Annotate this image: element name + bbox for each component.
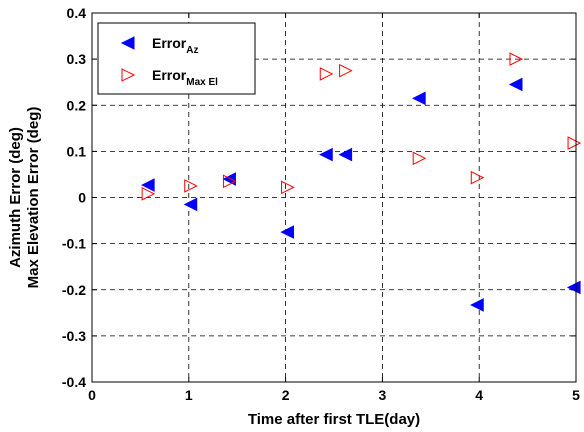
data-point-error-max-el (509, 52, 524, 66)
data-point-error-max-el (567, 136, 582, 150)
data-point-error-az (183, 197, 198, 212)
data-points (141, 52, 582, 312)
y-tick-label: 0.2 (67, 97, 87, 113)
data-point-error-max-el (281, 180, 295, 195)
data-point-error-az (412, 91, 426, 106)
data-point-error-max-el (339, 63, 353, 78)
y-tick-label: 0.4 (67, 5, 87, 21)
data-point-error-az (141, 178, 155, 192)
x-tick-label: 5 (572, 387, 580, 403)
legend-box (97, 22, 256, 95)
legend-icon-error-az (120, 36, 135, 50)
data-point-error-max-el (141, 187, 156, 201)
y-tick-label: 0.1 (67, 143, 87, 159)
y-tick-label: 0.3 (67, 51, 87, 67)
legend-marker-error-max-el (121, 68, 136, 82)
y-tick-label: -0.3 (62, 328, 86, 344)
grid-lines (92, 13, 576, 382)
axis-ticks: 0 1 2 3 4 5 -0.4 -0.3 -0.2 -0.1 0 0.1 0.2 0.3 0.4 (62, 5, 580, 403)
x-tick-label: 3 (379, 387, 387, 403)
data-point-error-az (508, 77, 523, 92)
data-point-error-max-el (412, 151, 427, 166)
y-tick-label: 0 (78, 190, 86, 206)
x-tick-label: 0 (88, 387, 96, 403)
legend-entry-error-az: ErrorAz (152, 35, 198, 56)
x-tick-label: 2 (282, 387, 290, 403)
y-tick-label: -0.4 (62, 374, 86, 390)
data-point-error-max-el (319, 67, 334, 81)
data-point-error-max-el (184, 179, 198, 193)
data-point-error-az (470, 298, 484, 312)
x-tick-label: 1 (185, 387, 193, 403)
y-axis-label-azimuth: Azimuth Error (deg) (7, 127, 24, 268)
data-point-error-max-el (222, 174, 237, 189)
data-point-error-az (319, 147, 333, 162)
data-point-error-az (222, 172, 236, 186)
legend-icon-error-max-el (121, 68, 136, 82)
legend-entry-error-max-el: ErrorMax El (152, 67, 218, 88)
y-tick-label: -0.1 (62, 236, 86, 252)
y-tick-label: -0.2 (62, 282, 86, 298)
data-point-error-az (280, 225, 295, 239)
x-tick-label: 4 (475, 387, 483, 403)
data-point-error-az (338, 147, 353, 162)
x-axis-label: Time after first TLE(day) (248, 411, 420, 428)
legend: ErrorAz ErrorMax El (97, 22, 256, 95)
data-point-error-max-el (470, 170, 485, 185)
legend-marker-error-az (120, 36, 135, 50)
y-axis-label-max-elevation: Max Elevation Error (deg) (25, 107, 42, 289)
data-point-error-az (566, 280, 581, 295)
